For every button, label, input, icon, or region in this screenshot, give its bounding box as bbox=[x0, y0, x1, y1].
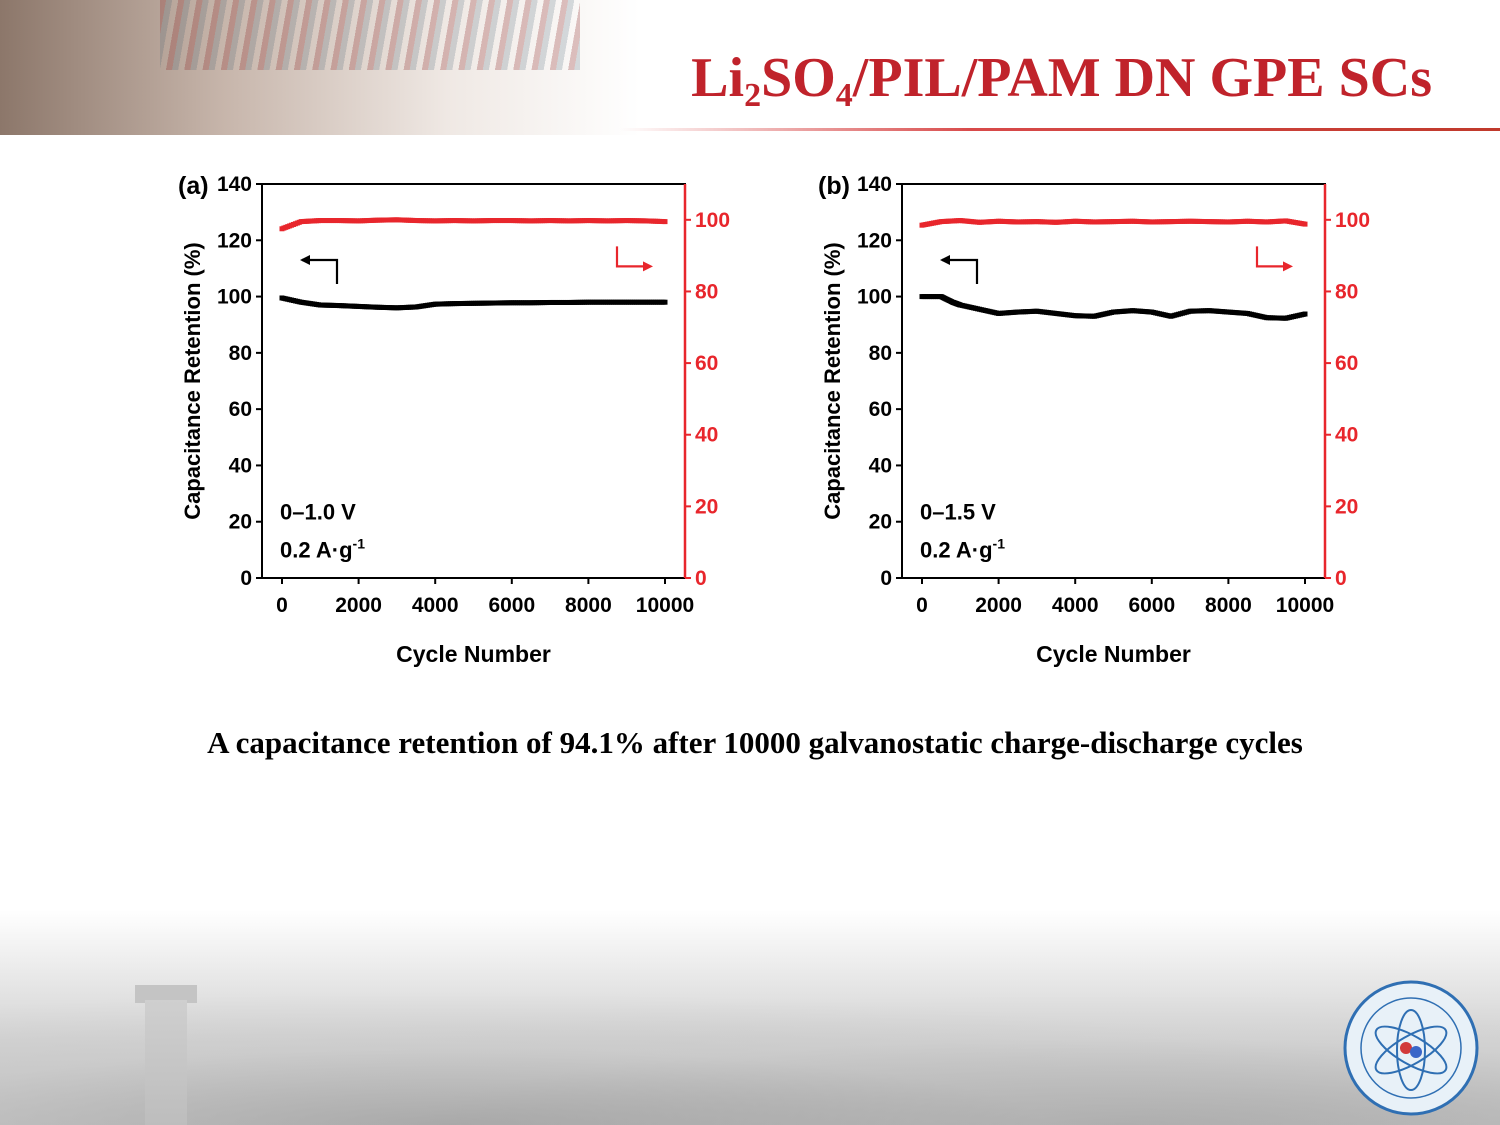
series-coulombic-efficiency bbox=[919, 218, 1308, 228]
y-tick-label: 120 bbox=[857, 229, 892, 252]
y-tick-label: 60 bbox=[229, 398, 252, 421]
footer-hills bbox=[0, 990, 1500, 1125]
series-coulombic-efficiency bbox=[279, 217, 668, 232]
y2-tick-label: 100 bbox=[1335, 209, 1370, 232]
x-tick-label: 10000 bbox=[636, 594, 694, 617]
x-tick-label: 2000 bbox=[975, 594, 1022, 617]
chart-svg: 0 20 40 60 80 100 120 140 0 20 40 60 80 100 0 2000 4000 6… bbox=[178, 172, 756, 667]
y2-tick-label: 0 bbox=[1335, 567, 1347, 590]
data-point bbox=[1302, 311, 1308, 317]
chart-svg: 0 20 40 60 80 100 120 140 0 20 40 60 80 100 0 2000 4000 6… bbox=[818, 172, 1396, 667]
pagoda-roof bbox=[135, 985, 197, 1003]
y-axis-label: Capacitance Retention (%) bbox=[180, 242, 205, 520]
panel-label: (a) bbox=[178, 172, 209, 200]
y-tick-label: 20 bbox=[869, 511, 892, 534]
y2-tick-label: 20 bbox=[1335, 495, 1358, 518]
x-tick-label: 8000 bbox=[1205, 594, 1252, 617]
current-density-annotation: 0.2 A·g-1 bbox=[280, 535, 365, 562]
series-capacitance-retention bbox=[919, 294, 1308, 321]
y-tick-label: 140 bbox=[857, 173, 892, 196]
banner-photo bbox=[0, 0, 640, 135]
y-tick-label: 40 bbox=[869, 454, 892, 477]
chart-panel-a: 0 20 40 60 80 100 120 140 0 20 40 60 80 100 0 2000 4000 6… bbox=[170, 160, 756, 685]
series-capacitance-retention bbox=[279, 295, 668, 311]
right-axis-arrow-icon bbox=[615, 246, 649, 268]
x-tick-label: 4000 bbox=[412, 594, 459, 617]
x-tick-label: 6000 bbox=[488, 594, 535, 617]
voltage-window-annotation: 0–1.0 V bbox=[280, 500, 356, 525]
y-tick-label: 100 bbox=[217, 286, 252, 309]
y-tick-label: 60 bbox=[869, 398, 892, 421]
y-tick-label: 100 bbox=[857, 286, 892, 309]
y-tick-label: 0 bbox=[880, 567, 892, 590]
current-density-annotation: 0.2 A·g-1 bbox=[920, 535, 1005, 562]
y-tick-label: 140 bbox=[217, 173, 252, 196]
x-tick-label: 8000 bbox=[565, 594, 612, 617]
y2-tick-label: 100 bbox=[695, 209, 730, 232]
y2-tick-label: 60 bbox=[695, 352, 718, 375]
panel-label: (b) bbox=[818, 172, 850, 200]
y-axis-label: Capacitance Retention (%) bbox=[820, 242, 845, 520]
banner-divider bbox=[620, 128, 1500, 131]
x-tick-label: 6000 bbox=[1128, 594, 1175, 617]
x-tick-label: 0 bbox=[276, 594, 288, 617]
banner-roof-decoration bbox=[160, 0, 580, 70]
x-tick-label: 10000 bbox=[1276, 594, 1334, 617]
y-tick-label: 0 bbox=[240, 567, 252, 590]
left-axis-arrow-icon bbox=[942, 258, 979, 284]
right-arrow-head-icon bbox=[643, 261, 653, 272]
y2-tick-label: 80 bbox=[1335, 280, 1358, 303]
x-axis-label: Cycle Number bbox=[1036, 641, 1191, 667]
pagoda-tower bbox=[145, 1000, 187, 1125]
x-tick-label: 0 bbox=[916, 594, 928, 617]
y2-tick-label: 80 bbox=[695, 280, 718, 303]
data-point bbox=[1302, 221, 1308, 227]
x-tick-label: 4000 bbox=[1052, 594, 1099, 617]
left-arrow-head-icon bbox=[300, 254, 310, 265]
slide-caption: A capacitance retention of 94.1% after 1… bbox=[207, 725, 1303, 760]
atom-logo-icon bbox=[1336, 978, 1486, 1123]
data-point bbox=[662, 299, 668, 305]
left-axis-arrow-icon bbox=[302, 258, 339, 284]
x-axis-label: Cycle Number bbox=[396, 641, 551, 667]
y-tick-label: 80 bbox=[869, 342, 892, 365]
y-tick-label: 80 bbox=[229, 342, 252, 365]
y2-tick-label: 40 bbox=[695, 424, 718, 447]
chart-panel-b: 0 20 40 60 80 100 120 140 0 20 40 60 80 100 0 2000 4000 6… bbox=[810, 160, 1396, 685]
voltage-window-annotation: 0–1.5 V bbox=[920, 500, 996, 525]
x-tick-label: 2000 bbox=[335, 594, 382, 617]
y-tick-label: 40 bbox=[229, 454, 252, 477]
right-arrow-head-icon bbox=[1283, 261, 1293, 272]
y2-tick-label: 60 bbox=[1335, 352, 1358, 375]
left-arrow-head-icon bbox=[940, 254, 950, 265]
slide-title: Li2SO4/PIL/PAM DN GPE SCs bbox=[691, 47, 1432, 114]
y2-tick-label: 20 bbox=[695, 495, 718, 518]
y-tick-label: 20 bbox=[229, 511, 252, 534]
right-axis-arrow-icon bbox=[1255, 246, 1289, 268]
y-tick-label: 120 bbox=[217, 229, 252, 252]
header-banner bbox=[0, 0, 1500, 135]
y2-tick-label: 0 bbox=[695, 567, 707, 590]
y2-tick-label: 40 bbox=[1335, 424, 1358, 447]
data-point bbox=[662, 219, 668, 225]
